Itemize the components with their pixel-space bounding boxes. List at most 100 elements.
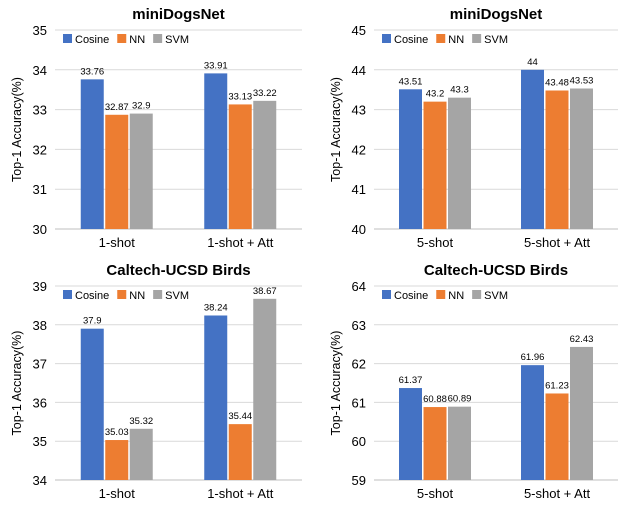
chart-panel-4: Caltech-UCSD Birds Top-1 Accuracy(%) 59 60 6… [329, 262, 618, 501]
y-tick-label: 44 [352, 63, 366, 78]
y-tick-label: 38 [33, 318, 47, 333]
data-label: 33.13 [228, 91, 252, 102]
data-label: 43.48 [545, 77, 569, 88]
bar-nn-2 [228, 104, 252, 229]
y-tick-label: 33 [33, 103, 47, 118]
bar-cosine-2 [521, 69, 544, 229]
bar-cosine-2 [521, 365, 544, 480]
x-tick-label: 1-shot [99, 235, 136, 250]
data-label: 61.37 [399, 375, 423, 386]
y-tick-label: 35 [33, 23, 47, 38]
data-label: 43.53 [570, 76, 594, 87]
y-tick-label: 39 [33, 279, 47, 294]
legend-label-svm: SVM [484, 34, 508, 46]
bar-cosine-1 [399, 388, 422, 480]
bar-cosine-2 [204, 315, 228, 480]
legend-swatch-svm [472, 34, 482, 43]
bar-svm-2 [570, 88, 593, 229]
chart-panel-3: Caltech-UCSD Birds Top-1 Accuracy(%) 34 35 3… [10, 262, 302, 501]
legend-label-cosine: Cosine [394, 290, 428, 302]
y-tick-label: 60 [352, 434, 366, 449]
x-tick-label: 5-shot + Att [524, 486, 591, 501]
y-tick-label: 34 [33, 63, 47, 78]
legend-label-nn: NN [448, 290, 464, 302]
x-tick-label: 5-shot [417, 235, 454, 250]
data-label: 60.88 [423, 394, 447, 405]
chart-title: Caltech-UCSD Birds [106, 262, 250, 279]
y-axis-label: Top-1 Accuracy(%) [10, 331, 24, 436]
legend-label-cosine: Cosine [75, 34, 109, 46]
y-tick-label: 36 [33, 395, 47, 410]
y-tick-label: 31 [33, 182, 47, 197]
legend-swatch-nn [117, 290, 127, 299]
legend-label-svm: SVM [165, 34, 189, 46]
chart-panel-2: miniDogsNet Top-1 Accuracy(%) 40 41 42 43 44 45… [329, 6, 618, 250]
bar-nn-1 [105, 114, 129, 229]
data-label: 37.9 [83, 316, 102, 327]
legend-label-svm: SVM [165, 290, 189, 302]
chart-panel-1: miniDogsNet Top-1 Accuracy(%) 30 31 32 33 34 35… [10, 6, 302, 250]
bar-svm-1 [448, 406, 471, 480]
y-tick-label: 45 [352, 23, 366, 38]
bar-svm-1 [129, 428, 153, 480]
bar-nn-2 [545, 90, 569, 229]
bar-svm-2 [253, 298, 277, 480]
bar-cosine-2 [204, 73, 228, 229]
data-label: 33.76 [80, 66, 104, 77]
x-tick-label: 1-shot + Att [207, 235, 274, 250]
y-tick-label: 59 [352, 473, 366, 488]
legend-swatch-svm [153, 34, 163, 43]
y-tick-label: 35 [33, 434, 47, 449]
x-tick-label: 1-shot [99, 486, 136, 501]
bar-nn-1 [105, 440, 129, 480]
y-tick-label: 40 [352, 222, 366, 237]
chart-title: miniDogsNet [450, 6, 543, 23]
legend-label-cosine: Cosine [75, 290, 109, 302]
x-tick-label: 5-shot [417, 486, 454, 501]
legend-swatch-cosine [63, 34, 72, 43]
data-label: 61.23 [545, 380, 569, 391]
legend-swatch-cosine [63, 290, 72, 299]
legend-label-svm: SVM [484, 290, 508, 302]
bar-svm-2 [253, 100, 277, 230]
y-tick-label: 64 [352, 279, 366, 294]
legend-swatch-nn [117, 34, 127, 43]
chart-title: Caltech-UCSD Birds [424, 262, 568, 279]
y-tick-label: 63 [352, 318, 366, 333]
data-label: 38.67 [253, 286, 277, 297]
data-label: 43.2 [426, 89, 445, 100]
data-label: 62.43 [570, 334, 594, 345]
bar-nn-2 [228, 424, 252, 480]
y-tick-label: 62 [352, 357, 366, 372]
data-label: 32.87 [105, 102, 129, 113]
bar-svm-1 [129, 113, 153, 229]
y-tick-label: 61 [352, 395, 366, 410]
bar-svm-1 [448, 97, 471, 229]
data-label: 32.9 [132, 101, 151, 112]
bar-nn-2 [545, 393, 569, 480]
data-label: 60.89 [448, 394, 472, 405]
legend-label-cosine: Cosine [394, 34, 428, 46]
legend-label-nn: NN [448, 34, 464, 46]
chart-title: miniDogsNet [132, 6, 225, 23]
y-axis-label: Top-1 Accuracy(%) [329, 331, 343, 436]
bar-svm-2 [570, 346, 593, 480]
x-tick-label: 1-shot + Att [207, 486, 274, 501]
legend-swatch-cosine [382, 34, 391, 43]
y-axis-label: Top-1 Accuracy(%) [329, 77, 343, 182]
legend-label-nn: NN [129, 34, 145, 46]
legend-label-nn: NN [129, 290, 145, 302]
y-tick-label: 42 [352, 142, 366, 157]
data-label: 43.3 [450, 85, 469, 96]
bar-nn-1 [423, 407, 447, 480]
legend-swatch-svm [153, 290, 163, 299]
legend-swatch-nn [436, 290, 446, 299]
x-tick-label: 5-shot + Att [524, 235, 591, 250]
bar-cosine-1 [80, 79, 104, 230]
y-tick-label: 30 [33, 222, 47, 237]
y-tick-label: 32 [33, 142, 47, 157]
data-label: 33.22 [253, 88, 277, 99]
data-label: 33.91 [204, 60, 228, 71]
bar-cosine-1 [80, 328, 104, 480]
